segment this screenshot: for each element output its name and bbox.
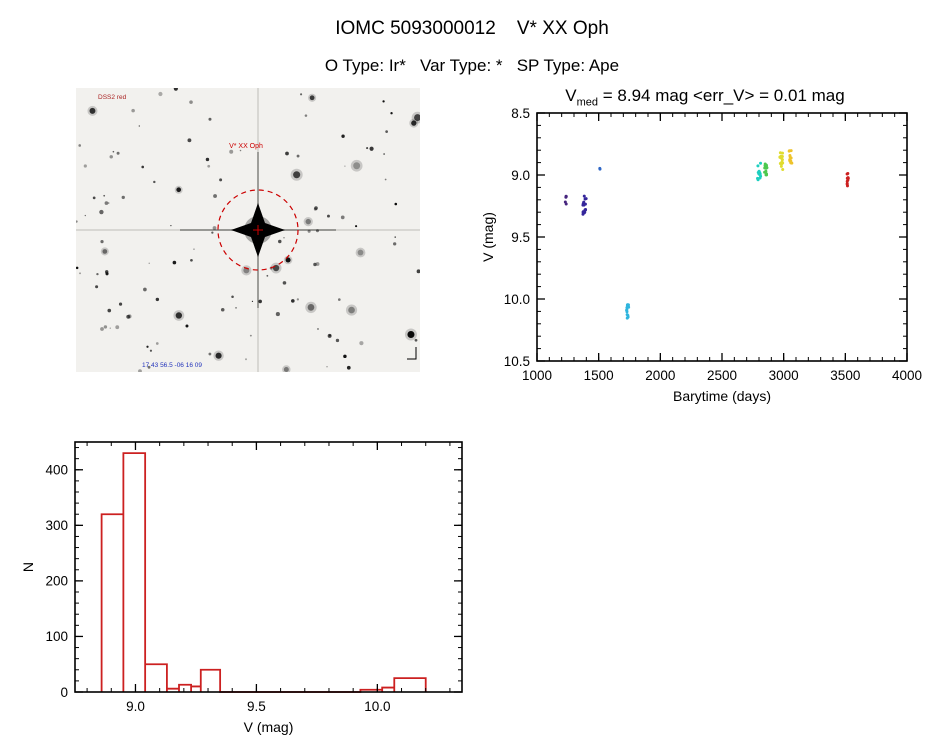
finding-chart-target-label: V* XX Oph: [229, 143, 263, 150]
lightcurve-plot: 1000 1500 2000 2500 3000 3500 4000 8.5 9.0 9.5 10.…: [480, 108, 922, 404]
finding-chart-image: V* XX Oph DSS2 red 17 43 56.5 -06 16 09: [76, 88, 420, 372]
histogram-plot: 9.0 9.5 10.0 0 100 200 300 400 V (mag) N: [20, 441, 463, 735]
svg-text:N: N: [20, 562, 36, 572]
svg-text:2500: 2500: [707, 368, 737, 383]
svg-text:V (mag): V (mag): [244, 719, 294, 735]
svg-text:10.5: 10.5: [504, 354, 530, 369]
finding-chart-corner-label: DSS2 red: [98, 94, 127, 101]
svg-text:0: 0: [60, 685, 68, 700]
svg-text:10.0: 10.0: [364, 699, 390, 714]
svg-text:300: 300: [45, 518, 68, 533]
svg-text:1000: 1000: [522, 368, 552, 383]
svg-text:Barytime (days): Barytime (days): [673, 388, 771, 404]
lightcurve-title-sub: med: [576, 96, 599, 109]
svg-text:9.0: 9.0: [511, 168, 530, 183]
svg-text:9.5: 9.5: [247, 699, 266, 714]
svg-text:100: 100: [45, 629, 68, 644]
lightcurve-title-rest: = 8.94 mag <err_V> = 0.01 mag: [598, 86, 845, 105]
svg-text:3500: 3500: [830, 368, 860, 383]
page-title: IOMC 5093000012 V* XX Oph: [335, 18, 609, 39]
lightcurve-title: Vmed = 8.94 mag <err_V> = 0.01 mag: [480, 86, 930, 108]
svg-text:9.5: 9.5: [511, 230, 530, 245]
lightcurve-title-base: V: [565, 86, 577, 105]
svg-text:1500: 1500: [584, 368, 614, 383]
svg-text:400: 400: [45, 463, 68, 478]
svg-text:200: 200: [45, 574, 68, 589]
page-subtitle: O Type: Ir* Var Type: * SP Type: Ape: [324, 56, 620, 75]
svg-text:2000: 2000: [645, 368, 675, 383]
finding-chart-coordinates-label: 17 43 56.5 -06 16 09: [142, 362, 202, 369]
svg-text:10.0: 10.0: [504, 292, 530, 307]
svg-text:4000: 4000: [892, 368, 922, 383]
svg-text:8.5: 8.5: [511, 108, 530, 121]
svg-text:V (mag): V (mag): [480, 212, 496, 262]
svg-text:3000: 3000: [769, 368, 799, 383]
svg-text:9.0: 9.0: [126, 699, 145, 714]
